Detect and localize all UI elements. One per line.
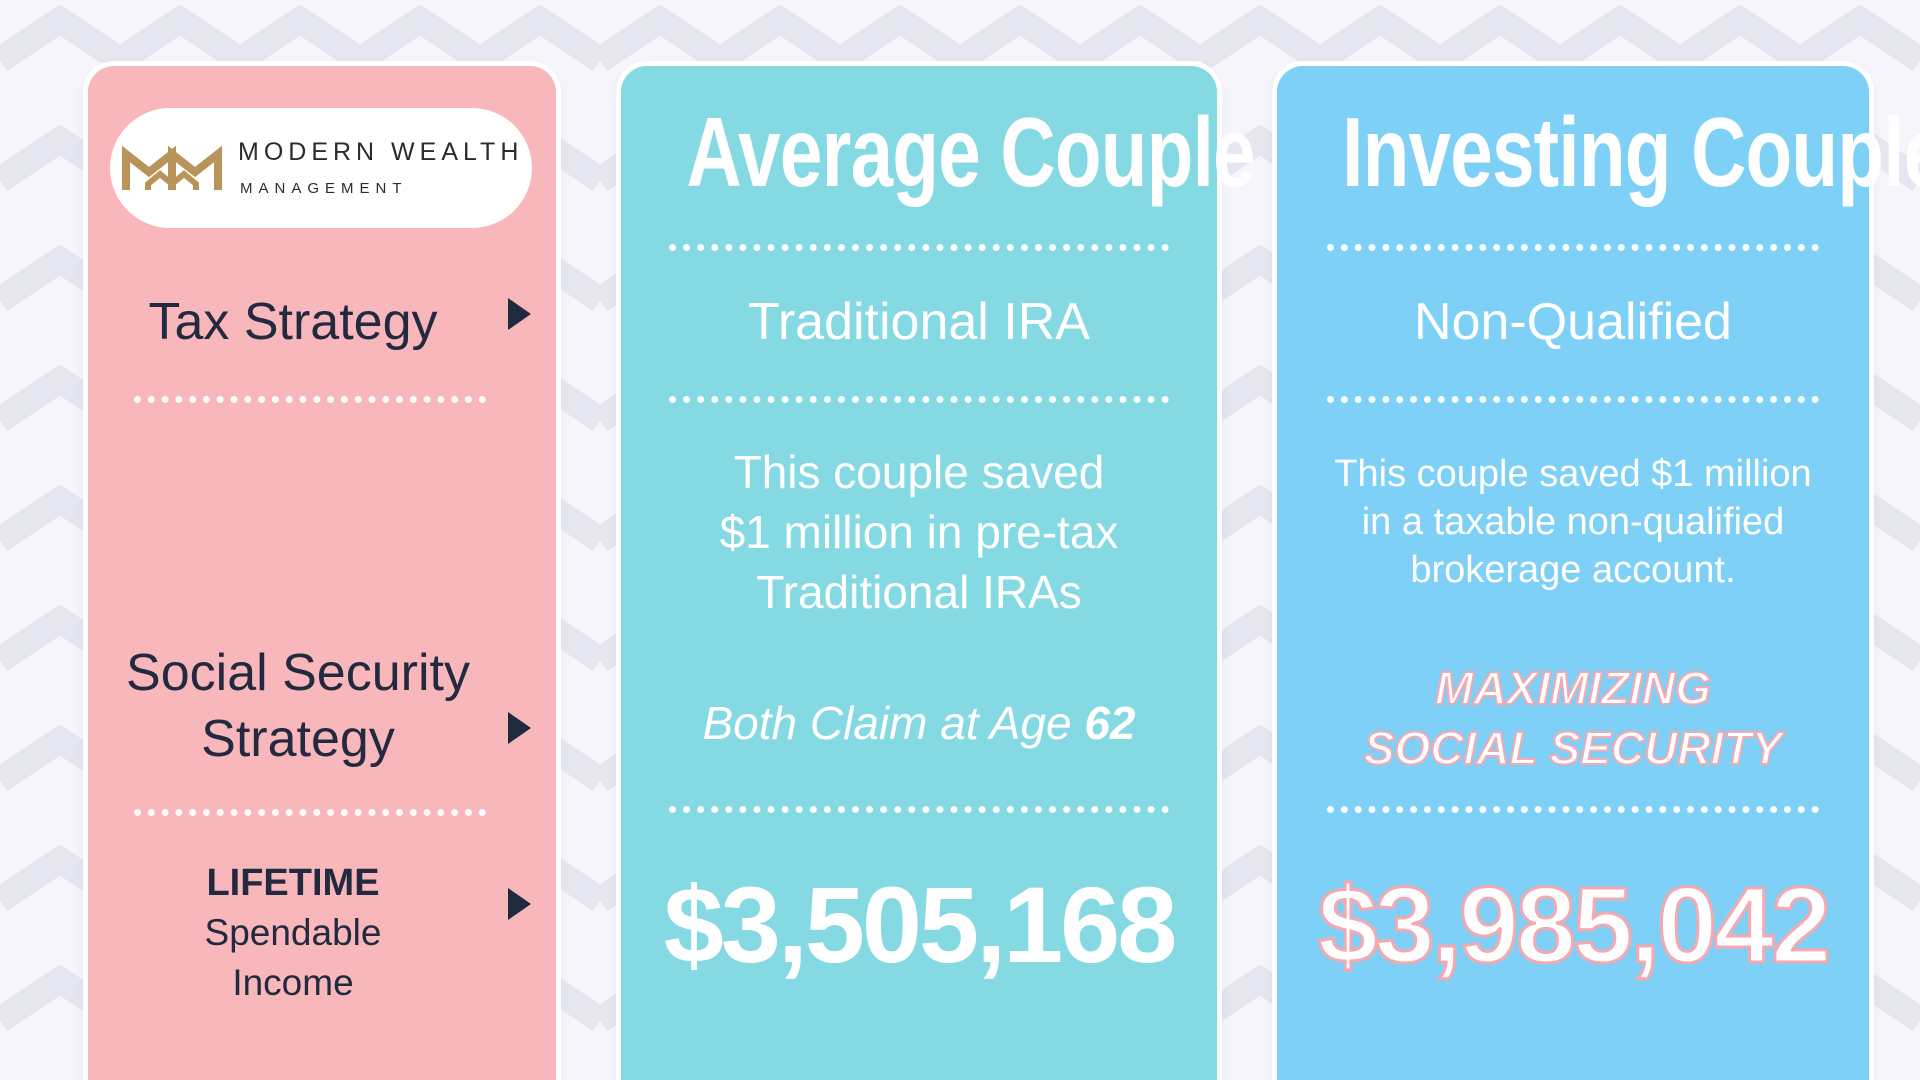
average-description: This couple saved $1 million in pre-tax … bbox=[621, 442, 1217, 622]
investing-description-line: in a taxable non-qualified bbox=[1361, 501, 1785, 543]
spendable-label: Spendable bbox=[204, 912, 382, 953]
average-couple-column: Average Couple Traditional IRA This coup… bbox=[621, 66, 1256, 1080]
income-label: Income bbox=[232, 962, 354, 1003]
investing-couple-column: Investing Couple Non-Qualified This coup… bbox=[1277, 66, 1920, 1080]
row-labels-column: MODERN WEALTH MANAGEMENT Tax Strategy So… bbox=[88, 66, 556, 1080]
brand-name: MODERN WEALTH bbox=[238, 138, 524, 166]
investing-tax-strategy: Non-Qualified bbox=[1414, 293, 1732, 351]
investing-description-line: brokerage account. bbox=[1410, 549, 1736, 591]
maximizing-label: MAXIMIZING bbox=[1434, 661, 1712, 715]
social-security-label: Social Security Strategy bbox=[98, 640, 498, 772]
divider bbox=[669, 396, 1169, 403]
divider bbox=[134, 809, 486, 816]
social-security-arrow-icon bbox=[508, 712, 531, 744]
average-description-line: $1 million in pre-tax bbox=[719, 506, 1119, 558]
divider bbox=[134, 396, 486, 403]
tax-strategy-label: Tax Strategy bbox=[148, 293, 438, 351]
investing-couple-title: Investing Couple bbox=[1342, 97, 1920, 207]
social-security-label-line2: Strategy bbox=[201, 710, 395, 768]
lifetime-income-arrow-icon bbox=[508, 888, 531, 920]
investing-social-security: MAXIMIZING SOCIAL SECURITY bbox=[1277, 658, 1869, 778]
average-description-line: Traditional IRAs bbox=[756, 566, 1082, 618]
average-claim-age: 62 bbox=[1084, 697, 1136, 749]
average-social-security: Both Claim at Age 62 bbox=[621, 696, 1217, 750]
average-description-line: This couple saved bbox=[733, 446, 1105, 498]
average-couple-title: Average Couple bbox=[686, 97, 1256, 207]
tax-strategy-arrow-icon bbox=[508, 298, 531, 330]
average-social-security-text: Both Claim at Age bbox=[702, 697, 1085, 749]
divider bbox=[1327, 806, 1819, 813]
average-lifetime-income: $3,505,168 bbox=[663, 864, 1178, 985]
brand-subtitle: MANAGEMENT bbox=[240, 180, 408, 197]
investing-description: This couple saved $1 million in a taxabl… bbox=[1277, 450, 1869, 594]
average-tax-strategy: Traditional IRA bbox=[748, 293, 1090, 351]
divider bbox=[669, 806, 1169, 813]
divider bbox=[669, 244, 1169, 251]
social-security-emphasis-label: SOCIAL SECURITY bbox=[1363, 721, 1783, 775]
divider bbox=[1327, 244, 1819, 251]
lifetime-income-label: LIFETIME Spendable Income bbox=[128, 858, 458, 1008]
divider bbox=[1327, 396, 1819, 403]
social-security-label-line1: Social Security bbox=[126, 644, 470, 702]
brand-logo: MODERN WEALTH MANAGEMENT bbox=[110, 108, 532, 228]
logo-mark-icon bbox=[122, 145, 222, 190]
investing-description-line: This couple saved $1 million bbox=[1334, 453, 1812, 495]
investing-lifetime-income: $3,985,042 bbox=[1316, 863, 1833, 987]
lifetime-label: LIFETIME bbox=[206, 862, 380, 904]
